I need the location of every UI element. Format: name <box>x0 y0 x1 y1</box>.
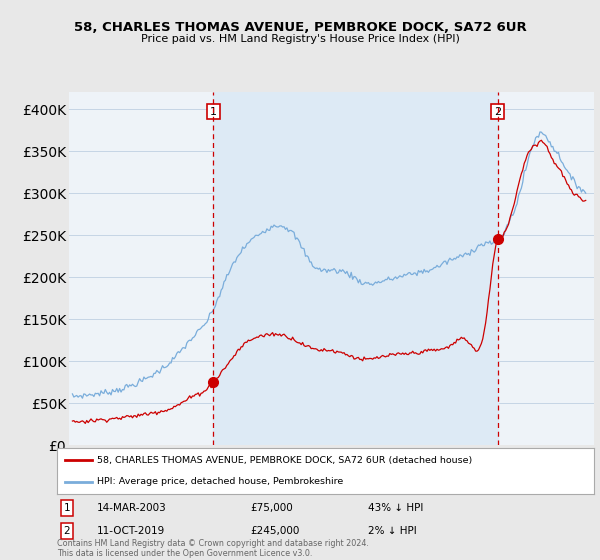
Text: HPI: Average price, detached house, Pembrokeshire: HPI: Average price, detached house, Pemb… <box>97 477 344 486</box>
Text: 2% ↓ HPI: 2% ↓ HPI <box>368 526 417 536</box>
Text: 58, CHARLES THOMAS AVENUE, PEMBROKE DOCK, SA72 6UR: 58, CHARLES THOMAS AVENUE, PEMBROKE DOCK… <box>74 21 526 34</box>
Bar <box>213 92 498 445</box>
Text: 1: 1 <box>210 106 217 116</box>
Text: Price paid vs. HM Land Registry's House Price Index (HPI): Price paid vs. HM Land Registry's House … <box>140 34 460 44</box>
Text: 43% ↓ HPI: 43% ↓ HPI <box>368 503 424 513</box>
Text: 58, CHARLES THOMAS AVENUE, PEMBROKE DOCK, SA72 6UR (detached house): 58, CHARLES THOMAS AVENUE, PEMBROKE DOCK… <box>97 456 473 465</box>
Text: £245,000: £245,000 <box>250 526 299 536</box>
Text: 2: 2 <box>64 526 70 536</box>
Text: 14-MAR-2003: 14-MAR-2003 <box>97 503 167 513</box>
Text: £75,000: £75,000 <box>250 503 293 513</box>
Text: 2: 2 <box>494 106 502 116</box>
Text: 11-OCT-2019: 11-OCT-2019 <box>97 526 166 536</box>
Text: 1: 1 <box>64 503 70 513</box>
Text: Contains HM Land Registry data © Crown copyright and database right 2024.
This d: Contains HM Land Registry data © Crown c… <box>57 539 369 558</box>
